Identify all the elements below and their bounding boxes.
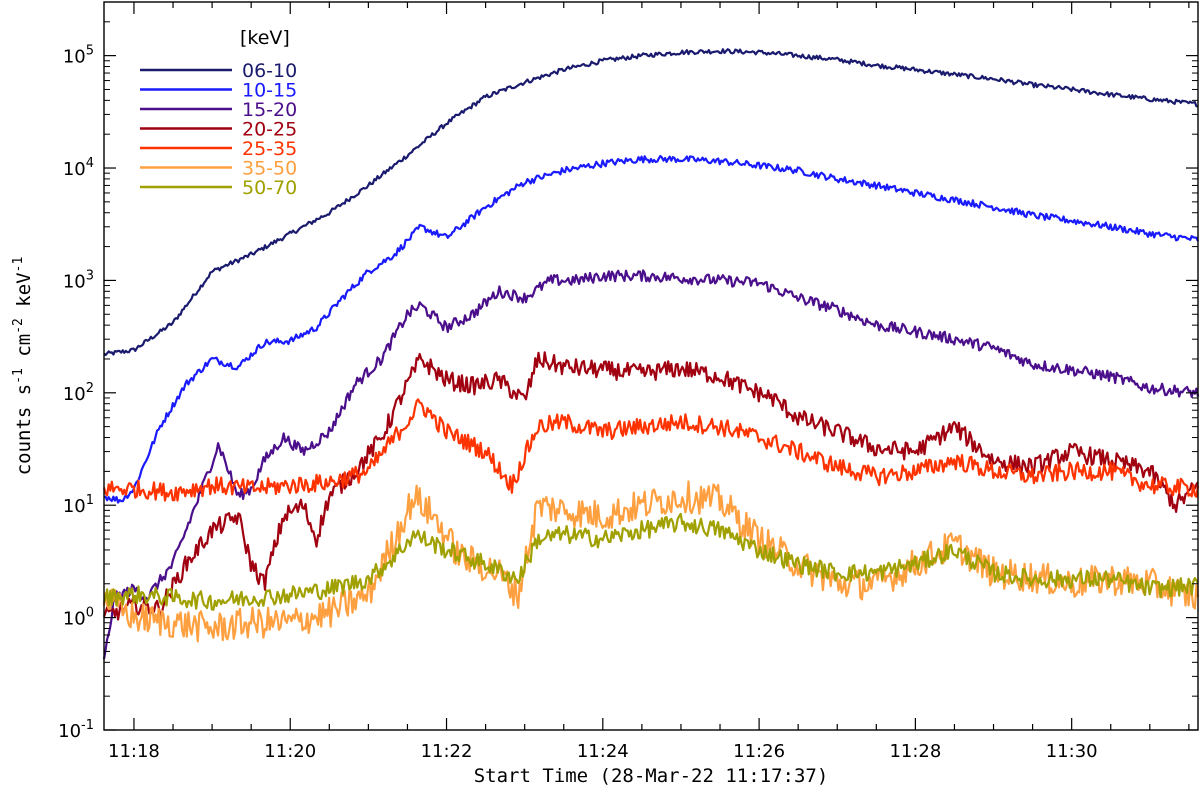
series-line-20-25 [102, 351, 1199, 621]
x-tick-label: 11:20 [264, 741, 316, 762]
y-axis-title: counts s-1 cm-2 keV-1 [11, 257, 35, 476]
legend-label-20-25: 20-25 [242, 119, 297, 141]
series-line-50-70 [102, 512, 1199, 611]
series-line-35-50 [102, 480, 1200, 643]
series-line-10-15 [103, 154, 1199, 504]
legend-label-15-20: 15-20 [242, 99, 297, 121]
tick-layer: 11:18 11:20 11:22 11:24 11:26 11:28 11:30 10-1 1… [58, 1, 1198, 762]
series-line-06-10 [103, 48, 1199, 357]
x-tick-label: 11:30 [1046, 741, 1098, 762]
x-tick-label: 11:24 [577, 741, 629, 762]
series-line-15-20 [102, 269, 1200, 660]
y-tick-label: 105 [63, 44, 94, 68]
plot-frame [103, 1, 1199, 731]
legend-label-06-10: 06-10 [242, 60, 297, 82]
legend-label-25-35: 25-35 [242, 138, 297, 160]
y-tick-label: 100 [63, 606, 94, 630]
y-tick-label: 10-1 [58, 718, 94, 742]
x-tick-label: 11:26 [733, 741, 785, 762]
x-tick-label: 11:18 [108, 741, 160, 762]
x-axis-title: Start Time (28-Mar-22 11:17:37) [474, 765, 829, 787]
x-tick-label: 11:22 [421, 741, 473, 762]
legend-label-50-70: 50-70 [242, 177, 297, 199]
series-layer [102, 48, 1200, 660]
y-tick-label: 102 [63, 381, 94, 405]
series-line-25-35 [102, 398, 1200, 502]
y-tick-label: 104 [63, 156, 94, 180]
y-tick-label: 101 [63, 493, 94, 517]
legend-label-35-50: 35-50 [242, 158, 297, 180]
legend-label-10-15: 10-15 [242, 80, 297, 102]
legend: [keV] 06-1010-1515-2020-2525-3535-5050-7… [140, 27, 297, 199]
legend-title: [keV] [240, 27, 290, 49]
x-tick-label: 11:28 [889, 741, 941, 762]
y-tick-label: 103 [63, 268, 94, 292]
